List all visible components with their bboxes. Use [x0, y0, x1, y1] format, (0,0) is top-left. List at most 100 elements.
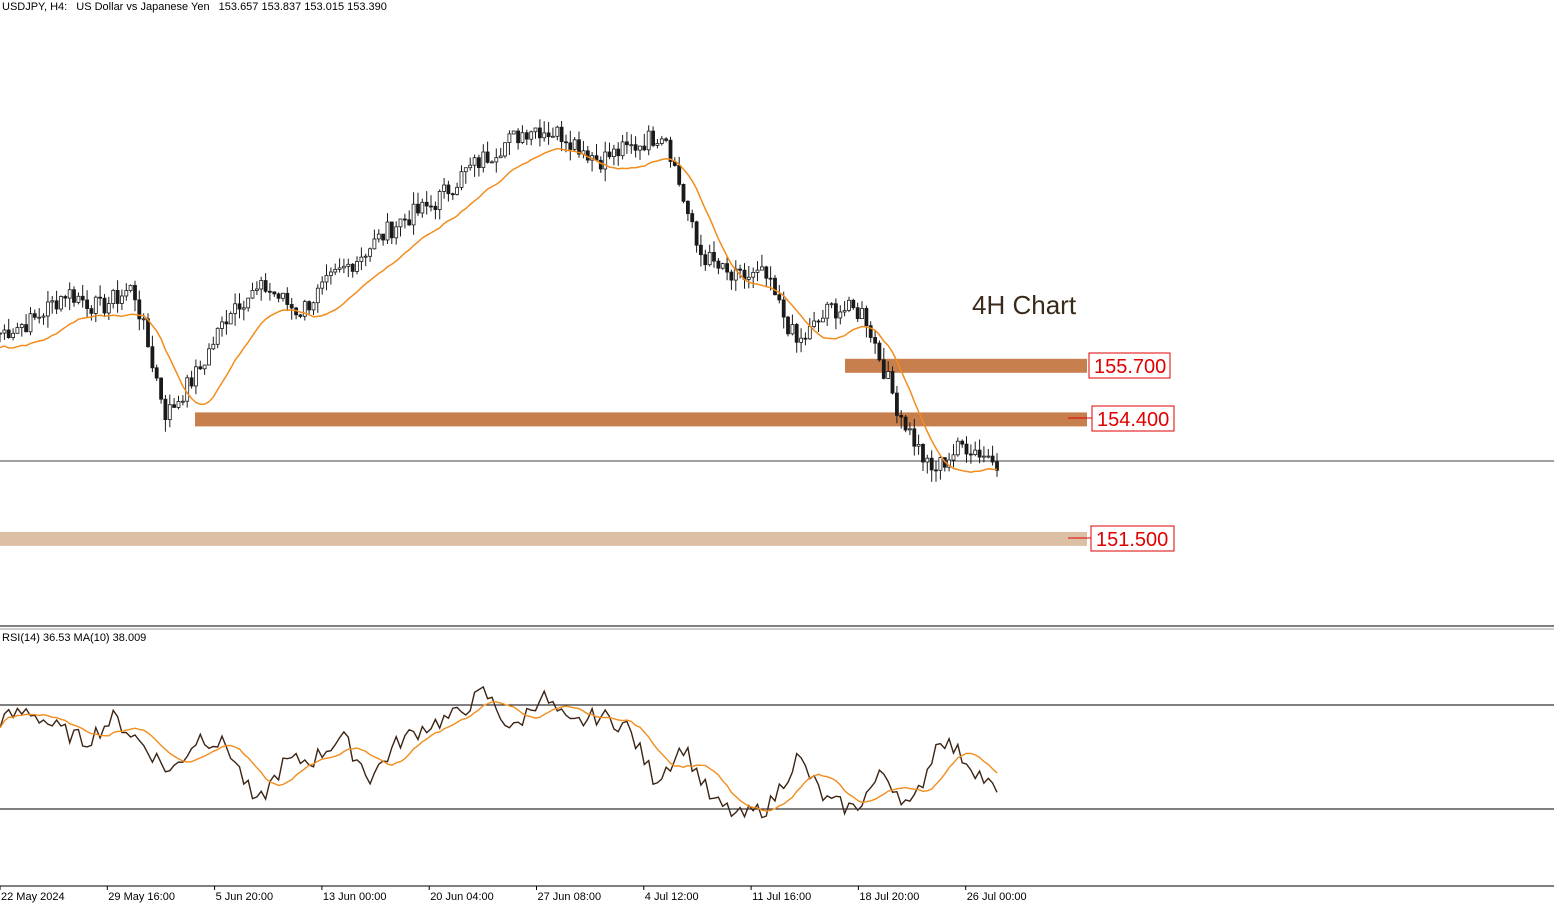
candle-body	[54, 300, 59, 310]
candle-body	[202, 364, 207, 370]
price-label-text: 151.500	[1096, 529, 1168, 551]
candle-body	[115, 289, 120, 304]
candle-body	[328, 271, 333, 276]
candle-body	[686, 200, 690, 215]
moving-average-line	[0, 147, 998, 473]
candle-body	[498, 155, 503, 159]
candle-body	[786, 316, 790, 335]
candle-body	[250, 289, 255, 299]
chart-header: USDJPY, H4: US Dollar vs Japanese Yen 15…	[2, 1, 387, 13]
chart-annotation: 4H Chart	[972, 290, 1077, 320]
candle-body	[485, 151, 490, 163]
candle-body	[564, 141, 568, 144]
candle-body	[899, 414, 904, 418]
price-label-text: 154.400	[1097, 409, 1169, 431]
candle-body	[398, 218, 403, 228]
candle-body	[855, 307, 860, 320]
candle-body	[781, 299, 786, 318]
candle-body	[233, 303, 238, 314]
candle-body	[259, 280, 264, 290]
candle-body	[320, 281, 325, 289]
candle-body	[63, 296, 68, 299]
candle-body	[607, 151, 612, 158]
candle-body	[938, 457, 943, 471]
candle-body	[350, 263, 355, 272]
candle-body	[668, 139, 673, 162]
candle-body	[895, 392, 899, 416]
candle-body	[463, 167, 468, 173]
candle-body	[85, 299, 89, 310]
candle-body	[746, 276, 751, 280]
candle-body	[538, 127, 542, 139]
candle-body	[241, 307, 246, 310]
candle-body	[24, 324, 29, 333]
candle-body	[333, 268, 338, 273]
candle-body	[603, 151, 608, 170]
candle-body	[842, 310, 847, 313]
candle-body	[89, 308, 94, 314]
candle-body	[220, 321, 224, 329]
level-zone-1	[195, 412, 1087, 427]
candle-body	[807, 326, 812, 340]
candle-body	[551, 135, 555, 138]
candle-body	[450, 193, 455, 196]
candle-body	[555, 126, 560, 137]
candle-body	[368, 248, 373, 257]
candle-body	[799, 337, 803, 343]
candle-body	[881, 359, 886, 379]
candle-body	[821, 317, 825, 323]
candle-body	[973, 449, 978, 456]
rsi-header: RSI(14) 36.53 MA(10) 38.009	[2, 632, 146, 644]
candle-body	[402, 218, 407, 221]
candle-body	[455, 186, 460, 195]
candle-body	[459, 171, 464, 188]
candle-body	[407, 219, 412, 226]
candle-body	[37, 316, 42, 319]
candle-body	[19, 324, 24, 328]
candle-body	[28, 313, 33, 333]
candle-body	[825, 303, 830, 319]
candle-body	[163, 398, 168, 421]
candle-body	[302, 301, 307, 317]
candle-body	[93, 296, 98, 314]
candle-body	[224, 321, 229, 325]
candle-body	[542, 132, 547, 139]
candle-body	[703, 254, 708, 266]
candle-body	[803, 337, 808, 340]
candle-body	[433, 205, 438, 211]
candle-body	[847, 299, 851, 311]
candle-body	[572, 139, 577, 150]
candle-body	[681, 183, 686, 202]
candle-body	[159, 377, 164, 400]
candle-body	[237, 303, 242, 310]
rsi-line	[0, 685, 998, 819]
candle-body	[516, 130, 520, 144]
candle-body	[198, 366, 203, 370]
candle-body	[324, 274, 329, 283]
candle-body	[76, 295, 81, 303]
candle-body	[812, 320, 816, 327]
candle-body	[263, 280, 268, 292]
candle-body	[311, 302, 316, 311]
x-tick-label: 29 May 16:00	[108, 891, 175, 903]
price-label-text: 155.700	[1094, 356, 1166, 378]
candle-body	[67, 289, 72, 299]
candle-body	[577, 139, 581, 155]
candle-body	[777, 294, 782, 301]
x-tick-label: 5 Jun 20:00	[216, 891, 274, 903]
candle-body	[446, 184, 451, 195]
candle-body	[720, 263, 725, 269]
candle-body	[751, 271, 756, 278]
candle-body	[755, 269, 760, 273]
x-tick-label: 22 May 2024	[1, 891, 65, 903]
candle-body	[625, 141, 629, 146]
candle-body	[481, 151, 486, 169]
candle-body	[507, 133, 512, 143]
candle-body	[616, 148, 621, 157]
candle-body	[982, 455, 986, 458]
candle-body	[11, 332, 16, 338]
candle-body	[102, 297, 107, 314]
candle-body	[834, 303, 838, 319]
candle-body	[533, 127, 538, 133]
candle-body	[472, 157, 477, 166]
